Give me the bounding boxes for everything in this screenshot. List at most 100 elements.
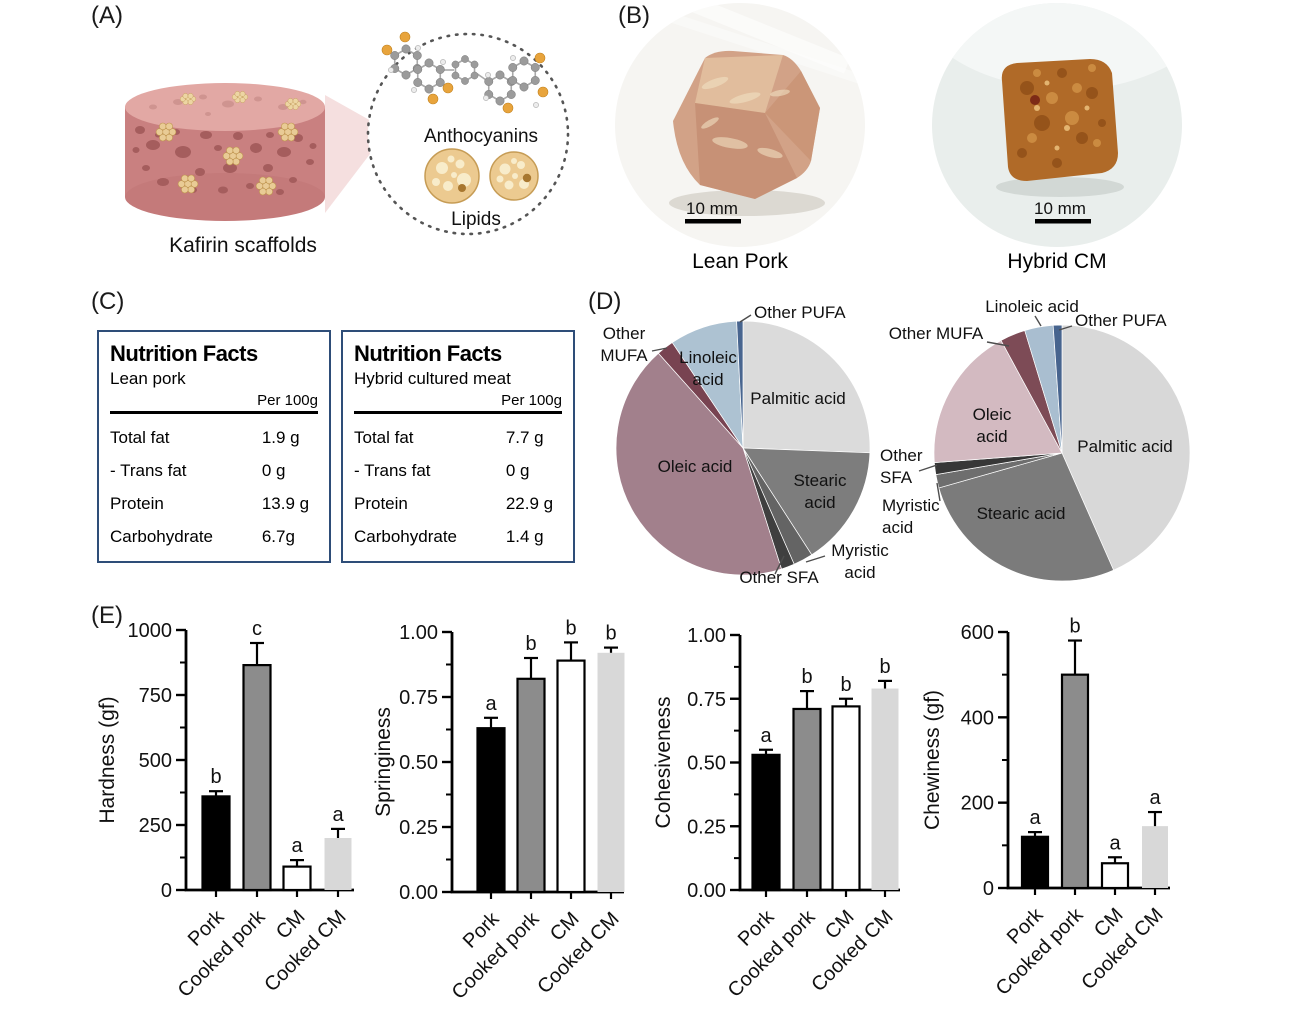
lipid-droplets-illustration <box>424 148 539 204</box>
molecule-atom-oxygen <box>537 86 549 98</box>
scaffold-pore <box>223 163 237 173</box>
pie-slice-label: Other MUFA <box>600 324 648 365</box>
anthocyanins-label: Anthocyanins <box>424 126 538 147</box>
table-row: Total fat 1.9 g <box>110 428 318 447</box>
lipid-bubble <box>499 163 511 175</box>
lean-pork-photo: 10 mm <box>615 3 865 247</box>
pie-label-leader <box>774 555 785 575</box>
significance-letter: a <box>1109 832 1121 854</box>
pie-slice-label: Other SFA <box>880 446 923 487</box>
y-tick-label: 0.00 <box>399 882 438 904</box>
scaffold-cluster-dot <box>182 93 189 99</box>
y-tick-label: 1.00 <box>687 625 726 647</box>
nutrition-title: Nutrition Facts <box>110 341 258 366</box>
bar-cooked-pork <box>516 677 546 894</box>
scaffold-cluster-dot <box>234 91 241 97</box>
pie-slice-palmitic-acid <box>1061 324 1191 571</box>
scaffold-cluster-dot <box>268 182 277 190</box>
molecule-atom-hydrogen <box>485 72 491 78</box>
panel-label-c: (C) <box>91 288 125 315</box>
pie-slice-label: Myristic acid <box>882 496 940 537</box>
lipid-bubble <box>511 158 517 164</box>
pie-label-leader <box>805 555 826 563</box>
molecule-atom-oxygen <box>442 82 454 94</box>
y-tick-label: 0.50 <box>687 753 726 775</box>
cm-speck <box>1034 105 1040 111</box>
panel-label-e: (E) <box>91 602 123 629</box>
pie-slice-label: Oleic acid <box>658 457 733 476</box>
scaffold-pore <box>135 126 145 134</box>
scaffold-cluster-dot <box>292 104 299 110</box>
significance-letter: b <box>525 633 536 655</box>
pie-label-leader <box>1034 315 1042 327</box>
pie-slice-label: Stearic acid <box>794 471 847 512</box>
lean-pork-photo-art: 10 mm <box>615 3 865 247</box>
significance-letter: a <box>332 804 344 826</box>
lipid-bubble <box>457 173 471 187</box>
table-row: Carbohydrate 1.4 g <box>354 527 562 546</box>
molecule-atom-carbon <box>435 65 445 74</box>
panel-label-a: (A) <box>91 2 123 29</box>
cm-mottle-dark <box>1020 81 1034 95</box>
table-row: Protein 22.9 g <box>354 494 562 513</box>
lipid-bubble <box>504 180 514 190</box>
y-tick-label: 250 <box>139 815 172 837</box>
scaffold-cluster-dot <box>281 122 289 131</box>
fatty-acid-pie-lean-pork: Palmitic acid Stearic acid Myristic acid Othe… <box>600 303 889 587</box>
lipid-bubble <box>443 181 453 191</box>
cm-mottle-dark <box>1017 148 1027 158</box>
scaffold-cluster-dot <box>222 152 231 160</box>
scaffold-pore <box>293 134 303 142</box>
scaffold-cluster-dot <box>292 98 299 104</box>
cm-speck <box>1084 105 1090 111</box>
significance-letter: b <box>1069 616 1080 638</box>
scaffold-cluster-dot <box>190 180 199 188</box>
significance-letter: a <box>1149 787 1161 809</box>
scaffold-pore <box>157 178 169 186</box>
nutrition-title: Nutrition Facts <box>354 341 502 366</box>
pie-slice-label: Palmitic acid <box>1077 437 1172 456</box>
scaffold-cluster-dot <box>226 157 234 166</box>
molecule-atom-carbon <box>424 58 434 68</box>
pork-marbling <box>757 147 783 159</box>
per-100g-header: Per 100g <box>257 392 318 409</box>
significance-letter: c <box>252 618 262 640</box>
cm-mottle-dark <box>1076 132 1088 144</box>
scaffold-caption: Kafirin scaffolds <box>169 234 317 257</box>
molecule-atom-hydrogen <box>388 67 394 73</box>
scaffold-cluster-dot <box>159 133 167 142</box>
bar-pork <box>201 795 231 892</box>
meat-shadow <box>996 177 1124 197</box>
scale-bar <box>1035 219 1091 224</box>
pie-label-leader <box>918 464 938 472</box>
scaffold-cluster-dot <box>259 187 267 196</box>
significance-letter: a <box>291 835 303 857</box>
y-tick-label: 0.25 <box>687 816 726 838</box>
y-tick-label: 400 <box>961 707 994 729</box>
y-axis-title: Cohesiveness <box>652 697 675 829</box>
significance-letter: b <box>879 656 890 678</box>
y-tick-label: 0 <box>161 880 172 902</box>
significance-letter: b <box>565 617 576 639</box>
molecule-atom-hydrogen <box>533 102 539 108</box>
molecule-atom-oxygen <box>534 52 546 64</box>
row-value: 7.7 g <box>505 427 544 447</box>
y-axis-title: Chewiness (gf) <box>921 690 944 830</box>
table-row: - Trans fat 0 g <box>110 461 318 480</box>
y-tick-label: 1.00 <box>399 622 438 644</box>
scale-bar-label: 10 mm <box>686 199 738 218</box>
scaffold-pore <box>254 96 262 102</box>
scaffold-pore <box>205 112 211 116</box>
significance-letter: a <box>485 693 497 715</box>
pie-slice-oleic-acid <box>933 339 1063 464</box>
row-label: Carbohydrate <box>354 526 458 546</box>
row-value: 13.9 g <box>261 493 310 513</box>
molecule-atom-carbon <box>461 55 469 63</box>
molecule-atom-carbon <box>413 78 423 87</box>
table-rule <box>354 411 562 414</box>
significance-letter: a <box>1029 807 1041 829</box>
scale-bar-label: 10 mm <box>1034 199 1086 218</box>
fatty-acid-pie-hybrid-cm: Palmitic acid Stearic acid Myristic acid Oth… <box>880 297 1191 582</box>
pork-chunk-facet <box>695 55 783 113</box>
